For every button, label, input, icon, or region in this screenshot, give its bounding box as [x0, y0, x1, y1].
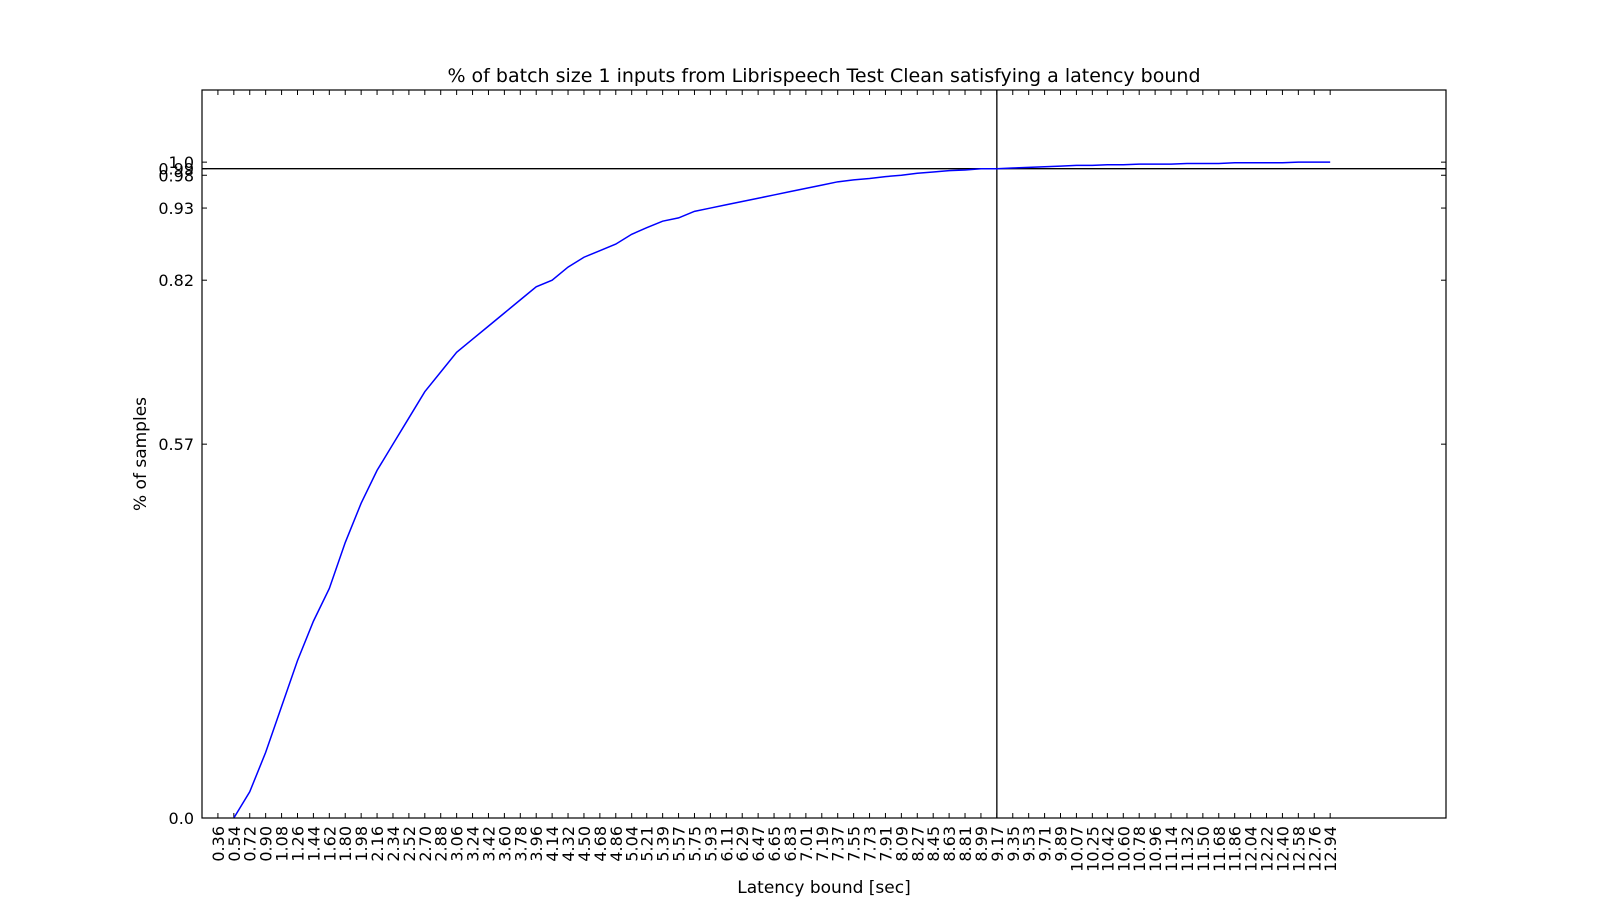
x-tick-label: 1.26 [288, 826, 307, 862]
x-tick-label: 7.19 [813, 826, 832, 862]
x-tick-label: 6.29 [733, 826, 752, 862]
x-tick-label: 8.45 [924, 826, 943, 862]
series-line [233, 161, 1331, 819]
chart-title: % of batch size 1 inputs from Librispeec… [447, 65, 1200, 87]
x-tick-label: 7.55 [845, 826, 864, 862]
x-tick-label: 6.47 [749, 826, 768, 862]
x-tick-label: 1.44 [304, 826, 323, 862]
x-tick-label: 9.53 [1020, 826, 1039, 862]
x-tick-label: 4.50 [575, 826, 594, 862]
y-tick-label: 1.0 [169, 153, 194, 172]
y-tick-label: 0.98 [158, 166, 194, 185]
x-tick-label: 8.99 [972, 826, 991, 862]
x-tick-label: 9.17 [988, 826, 1007, 862]
x-tick-label: 4.86 [607, 826, 626, 862]
y-axis-label: % of samples [131, 397, 151, 511]
x-tick-label: 7.73 [861, 826, 880, 862]
x-tick-label: 5.57 [670, 826, 689, 862]
x-tick-label: 10.07 [1067, 826, 1086, 872]
x-tick-label: 12.40 [1273, 826, 1292, 872]
x-tick-label: 10.60 [1114, 826, 1133, 872]
x-tick-label: 5.04 [623, 826, 642, 862]
x-axis-label: Latency bound [sec] [737, 878, 910, 898]
x-tick-label: 2.70 [416, 826, 435, 862]
x-tick-label: 6.11 [717, 826, 736, 862]
x-tick-label: 5.39 [654, 826, 673, 862]
x-tick-label: 3.78 [511, 826, 530, 862]
x-tick-label: 2.52 [400, 826, 419, 862]
x-tick-label: 1.80 [336, 826, 355, 862]
x-tick-label: 3.42 [479, 826, 498, 862]
x-tick-label: 12.04 [1242, 826, 1261, 872]
x-tick-label: 3.96 [527, 826, 546, 862]
x-tick-label: 12.76 [1305, 826, 1324, 872]
x-tick-label: 5.93 [701, 826, 720, 862]
x-tick-label: 11.86 [1226, 826, 1245, 872]
x-tick-label: 12.94 [1321, 826, 1340, 872]
axis-ticks: 0.360.540.720.901.081.261.441.621.801.98… [158, 90, 1446, 872]
x-tick-label: 4.68 [591, 826, 610, 862]
x-tick-label: 1.62 [320, 826, 339, 862]
x-tick-label: 12.58 [1289, 826, 1308, 872]
x-tick-label: 9.71 [1036, 826, 1055, 862]
x-tick-label: 6.65 [765, 826, 784, 862]
x-tick-label: 8.09 [892, 826, 911, 862]
x-tick-label: 10.96 [1146, 826, 1165, 872]
x-tick-label: 12.22 [1258, 826, 1277, 872]
x-tick-label: 0.54 [225, 826, 244, 862]
y-tick-label: 0.93 [158, 199, 194, 218]
x-tick-label: 11.68 [1210, 826, 1229, 872]
y-tick-label: 0.57 [158, 435, 194, 454]
x-tick-label: 0.72 [241, 826, 260, 862]
x-tick-label: 10.42 [1098, 826, 1117, 872]
x-tick-label: 9.35 [1004, 826, 1023, 862]
data-series [233, 161, 1331, 819]
x-tick-label: 11.14 [1162, 826, 1181, 872]
x-tick-label: 2.34 [384, 826, 403, 862]
x-tick-label: 8.63 [940, 826, 959, 862]
x-tick-label: 10.25 [1083, 826, 1102, 872]
x-tick-label: 4.32 [559, 826, 578, 862]
x-tick-label: 3.60 [495, 826, 514, 862]
x-tick-label: 1.08 [273, 826, 292, 862]
x-tick-label: 7.37 [829, 826, 848, 862]
x-tick-label: 5.75 [685, 826, 704, 862]
y-tick-label: 0.0 [169, 809, 194, 828]
x-tick-label: 1.98 [352, 826, 371, 862]
y-tick-label: 0.82 [158, 271, 194, 290]
x-tick-label: 0.36 [209, 826, 228, 862]
x-tick-label: 10.78 [1130, 826, 1149, 872]
x-tick-label: 6.83 [781, 826, 800, 862]
x-tick-label: 7.01 [797, 826, 816, 862]
x-tick-label: 3.24 [464, 826, 483, 862]
x-tick-label: 8.27 [908, 826, 927, 862]
x-tick-label: 3.06 [448, 826, 467, 862]
x-tick-label: 4.14 [543, 826, 562, 862]
x-tick-label: 11.32 [1178, 826, 1197, 872]
x-tick-label: 7.91 [876, 826, 895, 862]
x-tick-label: 8.81 [956, 826, 975, 862]
x-tick-label: 9.89 [1052, 826, 1071, 862]
x-tick-label: 5.21 [638, 826, 657, 862]
x-tick-label: 11.50 [1194, 826, 1213, 872]
x-tick-label: 2.16 [368, 826, 387, 862]
x-tick-label: 0.90 [257, 826, 276, 862]
y-tick-label: 0.99 [158, 160, 194, 179]
plot-frame [201, 89, 1447, 819]
x-tick-label: 2.88 [432, 826, 451, 862]
reference-lines [202, 90, 1446, 818]
